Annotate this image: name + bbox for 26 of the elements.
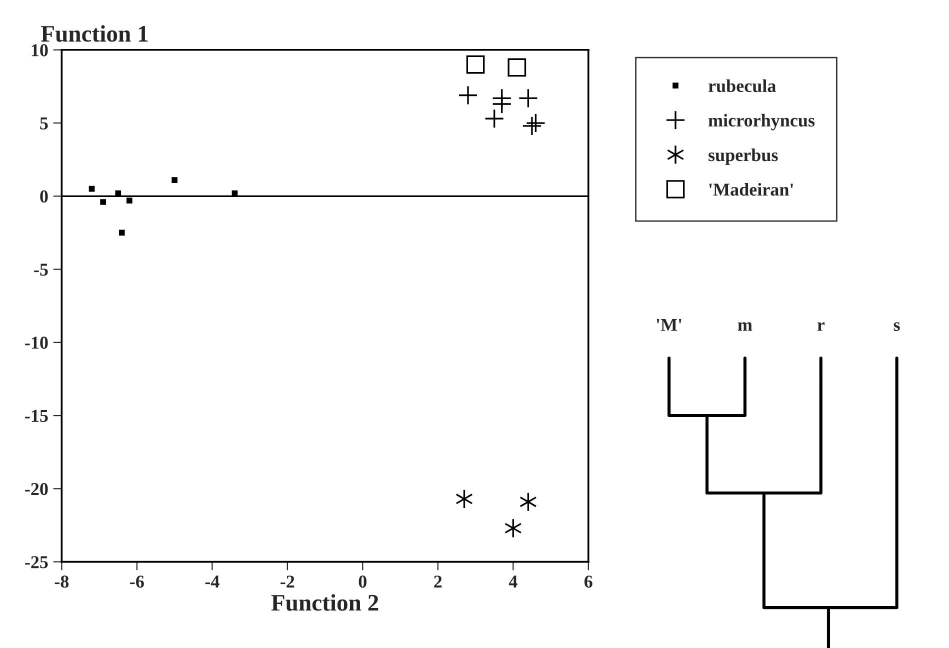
- text: r: [817, 322, 825, 331]
- y-tick-label: -15: [25, 410, 48, 422]
- x-tick-label: 0: [358, 576, 366, 588]
- y-axis-title: Function 1: [41, 25, 148, 42]
- legend-label: rubecula: [708, 79, 776, 92]
- y-tick-label: 0: [40, 190, 48, 203]
- x-tick-label: 4: [508, 576, 518, 588]
- x-tick-label: 6: [584, 576, 592, 588]
- y-tick-label: -10: [25, 336, 48, 349]
- y-tick-label: -25: [25, 556, 48, 568]
- y-tick-label: 5: [40, 117, 48, 130]
- x-tick-label: -2: [280, 576, 294, 588]
- y-tick-label: 10: [32, 44, 48, 56]
- x-tick-label: -8: [54, 576, 69, 588]
- x-tick-label: 2: [434, 576, 442, 588]
- text: 'M': [656, 318, 682, 331]
- text: m: [738, 322, 752, 331]
- x-axis-title: Function 2: [271, 594, 378, 611]
- legend-label: superbus: [708, 148, 778, 165]
- x-tick-label: -6: [130, 576, 144, 588]
- text: s: [894, 322, 900, 331]
- legend-label: microrhyncus: [708, 114, 815, 130]
- legend-label: 'Madeiran': [709, 183, 793, 196]
- y-tick-label: -20: [25, 482, 48, 496]
- x-tick-label: -4: [205, 576, 220, 588]
- y-tick-label: -5: [34, 264, 48, 276]
